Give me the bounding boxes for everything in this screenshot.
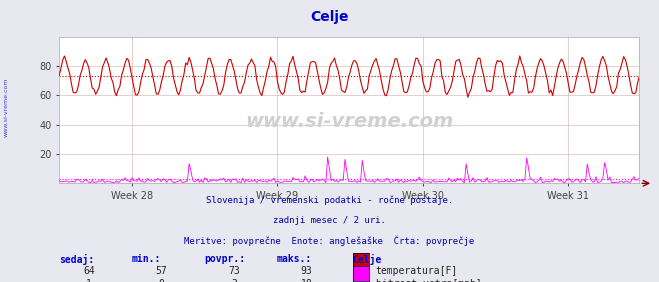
Text: www.si-vreme.com: www.si-vreme.com [245, 112, 453, 131]
Text: Meritve: povprečne  Enote: anglešaške  Črta: povprečje: Meritve: povprečne Enote: anglešaške Črt… [185, 235, 474, 246]
Text: hitrost vetra[mph]: hitrost vetra[mph] [376, 279, 481, 282]
Text: maks.:: maks.: [277, 254, 312, 264]
Text: min.:: min.: [132, 254, 161, 264]
Text: Celje: Celje [310, 10, 349, 24]
Text: 57: 57 [156, 266, 167, 276]
Text: www.si-vreme.com: www.si-vreme.com [4, 78, 9, 137]
Text: 73: 73 [228, 266, 240, 276]
Text: Celje: Celje [353, 254, 382, 265]
Text: sedaj:: sedaj: [59, 254, 94, 265]
Text: Slovenija / vremenski podatki - ročne postaje.: Slovenija / vremenski podatki - ročne po… [206, 196, 453, 206]
Text: 1: 1 [86, 279, 92, 282]
Text: 64: 64 [83, 266, 95, 276]
Text: temperatura[F]: temperatura[F] [376, 266, 458, 276]
Text: 0: 0 [159, 279, 164, 282]
Text: 93: 93 [301, 266, 312, 276]
Text: 18: 18 [301, 279, 312, 282]
Text: zadnji mesec / 2 uri.: zadnji mesec / 2 uri. [273, 216, 386, 225]
Text: povpr.:: povpr.: [204, 254, 245, 264]
Text: 3: 3 [231, 279, 237, 282]
